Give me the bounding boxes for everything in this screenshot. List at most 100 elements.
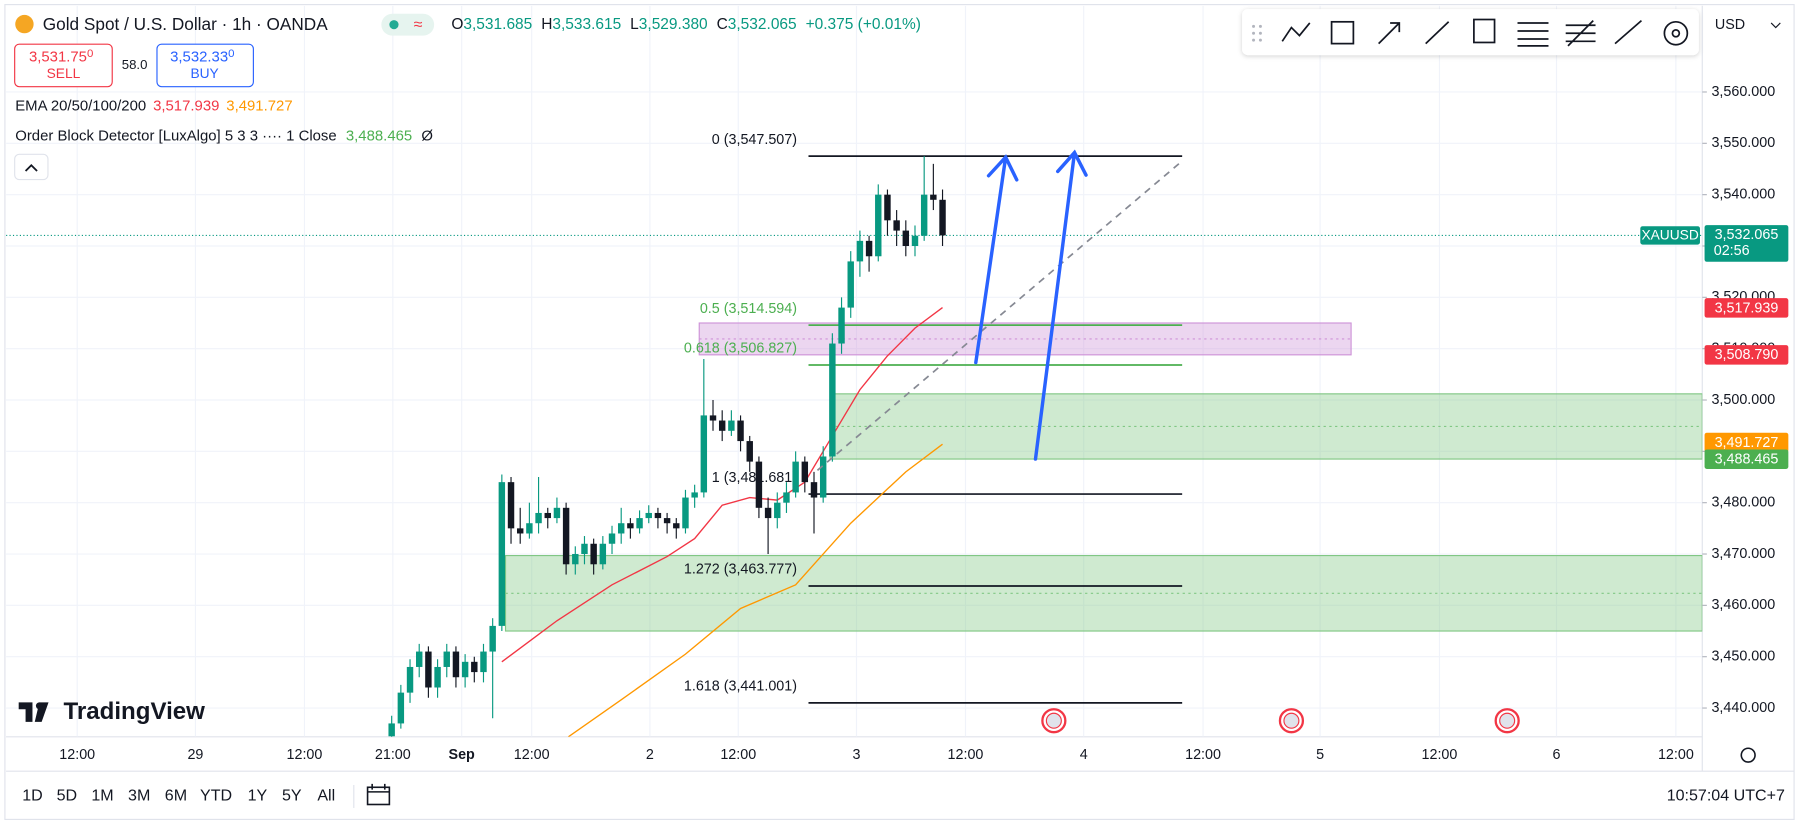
currency-caret	[1770, 22, 1781, 29]
tool-fib[interactable]	[1517, 22, 1549, 47]
events	[1041, 708, 1520, 734]
ohlc-key: L	[630, 16, 639, 33]
toolbar-grip	[1252, 24, 1262, 42]
candle-body	[397, 692, 405, 724]
candle-body	[553, 507, 561, 519]
settings-icon[interactable]	[1740, 747, 1756, 763]
candle-body	[746, 441, 753, 462]
candle-body	[480, 651, 487, 673]
symbol-tag	[1640, 226, 1700, 245]
range-button[interactable]: 1Y	[248, 787, 268, 805]
candle-body	[718, 420, 726, 431]
candle-body	[617, 523, 625, 534]
tool-circle[interactable]	[1663, 20, 1689, 46]
candle-body	[728, 420, 735, 431]
candle-body	[801, 461, 809, 483]
ohlc-key: C	[717, 16, 728, 33]
ema-value: 3,491.727	[226, 99, 292, 115]
candle-body	[425, 651, 432, 688]
buy-label: BUY	[190, 66, 218, 81]
candle-body	[774, 502, 781, 519]
range-button[interactable]: 1M	[91, 787, 113, 805]
arrow	[974, 154, 1019, 365]
candle-body	[939, 199, 946, 236]
candle-body	[700, 415, 708, 493]
ob-name: Order Block Detector [LuxAlgo] 5 3 3 ···…	[15, 129, 336, 145]
range-button[interactable]: 3M	[128, 787, 150, 805]
candle-body	[590, 543, 597, 565]
replay-icon[interactable]	[366, 783, 391, 806]
candle-body	[819, 456, 827, 498]
logo-text: TradingView	[63, 698, 205, 725]
range-button[interactable]: YTD	[200, 787, 232, 805]
collapse-button[interactable]	[14, 153, 49, 181]
price-tag-label: 3,488.465	[1715, 452, 1779, 468]
candle-body	[691, 492, 698, 498]
fib-label: 1 (3,481.681)	[712, 470, 797, 486]
status-dot	[389, 20, 399, 30]
x-tick-label: 2	[646, 747, 654, 763]
candle-body	[627, 523, 634, 529]
buy-button[interactable]	[156, 43, 254, 88]
candle-body	[471, 661, 478, 673]
footer: 10:57:04 UTC+7 1D 5D 1M 3M 6M YTD 1Y 5Y All	[22, 783, 1785, 808]
price-tag	[1704, 432, 1789, 453]
event-icon[interactable]	[1494, 708, 1520, 734]
buy-price: 3,532.330	[170, 48, 234, 65]
candle-body	[599, 543, 607, 565]
sell-price-digit: 0	[87, 48, 93, 60]
sell-button[interactable]	[14, 43, 113, 88]
x-tick-label: 12:00	[514, 747, 550, 763]
candle-body	[847, 261, 854, 308]
candle-body	[902, 230, 910, 246]
candle-body	[544, 512, 551, 519]
currency-select[interactable]	[1708, 9, 1789, 42]
fib-label: 1.618 (3,441.001)	[684, 679, 797, 695]
tool-arrow[interactable]	[1378, 22, 1401, 45]
range-button[interactable]: All	[317, 787, 335, 805]
event-icon[interactable]	[1041, 708, 1067, 734]
tool-channel[interactable]	[1565, 20, 1596, 47]
ohlc-value: 3,532.065	[728, 16, 797, 33]
candle-body	[865, 240, 873, 257]
y-tick-label: 3,450.000	[1711, 648, 1775, 664]
range-button[interactable]: 1D	[22, 787, 43, 805]
candle-body	[884, 194, 891, 221]
range-button[interactable]: 6M	[165, 787, 187, 805]
sell-price-main: 3,531.75	[29, 49, 87, 65]
x-tick-label: 21:00	[375, 747, 411, 763]
range-button[interactable]: 5D	[57, 787, 78, 805]
sell-label: SELL	[47, 66, 81, 81]
candle-body	[792, 461, 799, 493]
ob-legend: Order Block Detector [LuxAlgo] 5 3 3 ···…	[15, 129, 433, 145]
candle-body	[636, 518, 643, 529]
x-tick-label: 12:00	[287, 747, 323, 763]
toolbar-panel	[1242, 9, 1699, 56]
candle-body	[911, 235, 919, 246]
trendline	[816, 160, 1183, 471]
x-tick-label: Sep	[449, 747, 476, 763]
x-tick-label: 6	[1553, 747, 1561, 763]
symbol-tag-label: XAUUSD	[1641, 228, 1698, 243]
candle-body	[443, 651, 450, 667]
range-button[interactable]: 5Y	[282, 787, 302, 805]
tool-price[interactable]	[1473, 18, 1496, 44]
candle-body	[461, 661, 469, 678]
candle-body	[920, 194, 928, 236]
ob-value: 3,488.465	[346, 129, 412, 145]
tool-rect[interactable]	[1330, 20, 1355, 45]
spread: 58.0	[122, 57, 148, 72]
tool-line[interactable]	[1425, 21, 1450, 45]
event-icon[interactable]	[1278, 708, 1305, 734]
logo: TradingView	[18, 698, 205, 725]
candle-body	[663, 518, 671, 524]
countdown: 02:56	[1714, 243, 1750, 259]
candle-body	[755, 461, 763, 508]
arrow	[1033, 149, 1088, 461]
tool-path[interactable]	[1614, 20, 1643, 45]
tool-trend[interactable]	[1281, 22, 1311, 42]
ohlc-key: O	[451, 16, 463, 33]
candle-body	[875, 194, 882, 257]
